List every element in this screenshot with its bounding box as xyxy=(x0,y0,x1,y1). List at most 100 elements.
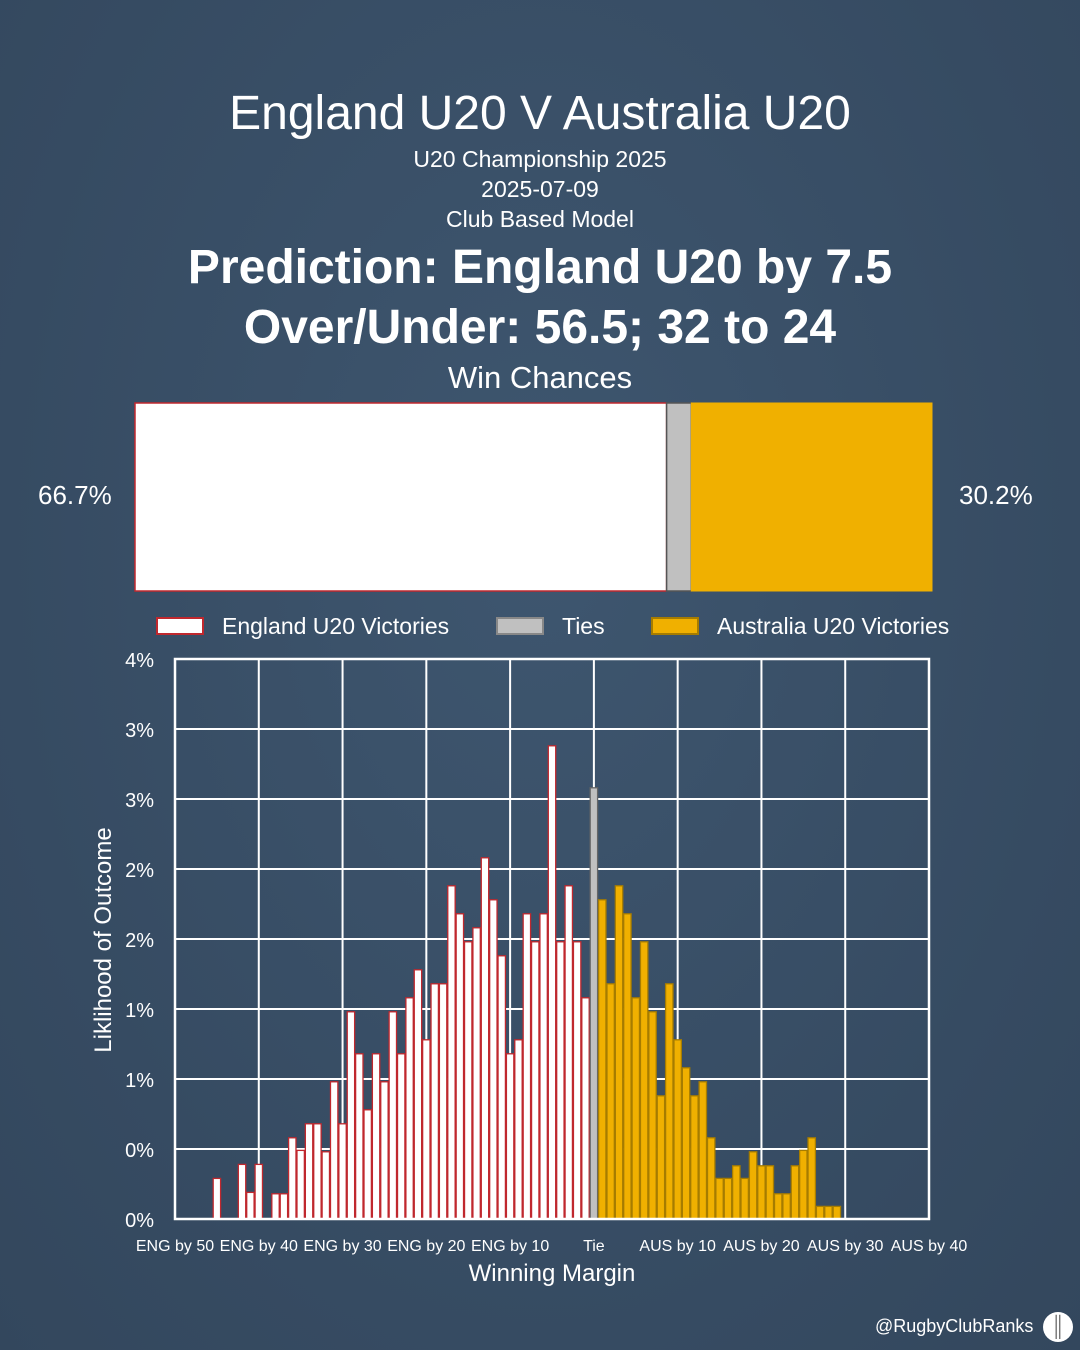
bar-australia xyxy=(773,1193,783,1220)
bar-england xyxy=(296,1149,306,1220)
x-tick-label: AUS by 10 xyxy=(639,1238,716,1255)
bar-australia xyxy=(656,1095,666,1220)
bar-england xyxy=(430,983,440,1220)
legend-label-england: England U20 Victories xyxy=(222,612,450,639)
y-axis-label: Liklihood of Outcome xyxy=(90,827,117,1052)
bar-england xyxy=(237,1163,247,1220)
bar-england xyxy=(530,941,540,1220)
bar-england xyxy=(539,913,548,1220)
bar-england xyxy=(514,1039,523,1220)
y-tick-label: 0% xyxy=(125,1210,154,1232)
bar-australia xyxy=(706,1137,716,1220)
bar-england xyxy=(581,997,590,1220)
bar-england xyxy=(338,1123,347,1220)
bar-australia xyxy=(664,983,674,1220)
bar-england xyxy=(497,955,507,1220)
bar-australia xyxy=(690,1095,699,1220)
bar-england xyxy=(254,1163,264,1220)
bar-england xyxy=(413,969,423,1220)
win-bar-england xyxy=(134,402,668,592)
margin-bars xyxy=(212,745,842,1220)
bar-england xyxy=(405,997,414,1220)
x-tick-labels: ENG by 50 ENG by 40 ENG by 30 ENG by 20 ENG … xyxy=(136,1238,967,1255)
x-tick-label: ENG by 50 xyxy=(136,1238,214,1255)
bar-tie xyxy=(589,787,599,1220)
x-tick-label: Tie xyxy=(583,1238,605,1255)
y-tick-label: 2% xyxy=(125,930,154,952)
competition-label: U20 Championship 2025 xyxy=(413,146,667,172)
prediction-text: Prediction: England U20 by 7.5 xyxy=(187,241,893,294)
rugby-posts-logo-icon: ║ xyxy=(1043,1312,1073,1342)
bar-england xyxy=(287,1137,297,1220)
x-axis-label: Winning Margin xyxy=(469,1260,636,1287)
over-under-text: Over/Under: 56.5; 32 to 24 xyxy=(243,301,837,354)
legend-swatch-australia xyxy=(651,617,699,635)
legend-swatch-england xyxy=(156,617,204,635)
x-tick-label: ENG by 10 xyxy=(471,1238,549,1255)
legend-swatch-ties xyxy=(496,617,544,635)
y-tick-label: 1% xyxy=(125,1070,154,1092)
bar-england xyxy=(313,1123,322,1220)
win-chances-bar xyxy=(134,402,933,592)
legend-label-australia: Australia U20 Victories xyxy=(717,612,950,639)
y-tick-label: 3% xyxy=(125,720,154,742)
bar-australia xyxy=(648,1011,657,1220)
x-tick-label: ENG by 20 xyxy=(387,1238,465,1255)
bar-england xyxy=(246,1191,255,1220)
bar-australia xyxy=(815,1205,825,1220)
x-tick-label: AUS by 30 xyxy=(807,1238,884,1255)
bar-england xyxy=(321,1151,331,1220)
bar-australia xyxy=(698,1081,708,1220)
bar-australia xyxy=(765,1165,775,1220)
x-tick-label: AUS by 40 xyxy=(891,1238,968,1255)
bar-england xyxy=(212,1177,222,1220)
bar-australia xyxy=(782,1193,791,1220)
bar-england xyxy=(396,1053,406,1220)
bar-england xyxy=(304,1123,314,1220)
y-tick-labels: 0% 0% 1% 1% 2% 2% 3% 3% 4% xyxy=(125,650,154,1232)
match-date: 2025-07-09 xyxy=(481,176,599,202)
legend-ties: Ties xyxy=(496,612,605,640)
bar-australia xyxy=(740,1177,750,1220)
bar-australia xyxy=(723,1177,733,1220)
legend-australia: Australia U20 Victories xyxy=(651,612,949,640)
bar-australia xyxy=(790,1165,800,1220)
bar-australia xyxy=(597,899,607,1220)
bar-australia xyxy=(748,1151,758,1220)
x-tick-label: ENG by 30 xyxy=(303,1238,381,1255)
bar-england xyxy=(279,1193,289,1220)
bar-england xyxy=(346,1011,356,1220)
bar-england xyxy=(556,941,565,1220)
credit-handle: @RugbyClubRanks xyxy=(875,1316,1034,1336)
win-bar-tie xyxy=(665,402,693,592)
bar-england xyxy=(438,983,448,1220)
bar-australia xyxy=(606,983,615,1220)
bar-australia xyxy=(631,997,641,1220)
model-label: Club Based Model xyxy=(446,206,634,232)
bar-australia xyxy=(681,1067,691,1220)
legend-england: England U20 Victories xyxy=(156,612,449,640)
bar-australia xyxy=(824,1205,833,1220)
bar-australia xyxy=(715,1177,724,1220)
bar-england xyxy=(455,913,465,1220)
bar-england xyxy=(522,913,532,1220)
bar-england xyxy=(371,1053,381,1220)
y-tick-label: 0% xyxy=(125,1140,154,1162)
england-win-pct: 66.7% xyxy=(38,480,112,510)
legend-label-ties: Ties xyxy=(562,612,605,639)
bar-england xyxy=(480,857,490,1220)
bar-england xyxy=(354,1053,364,1220)
bar-england xyxy=(271,1193,280,1220)
bar-australia xyxy=(832,1205,842,1220)
bar-australia xyxy=(639,941,649,1220)
bar-england xyxy=(463,941,473,1220)
bar-england xyxy=(572,941,582,1220)
bar-england xyxy=(505,1053,515,1220)
australia-win-pct: 30.2% xyxy=(959,480,1033,510)
plot-frame xyxy=(173,657,931,1221)
y-tick-label: 2% xyxy=(125,860,154,882)
bar-england xyxy=(363,1109,373,1220)
bar-england xyxy=(564,885,574,1220)
y-tick-label: 3% xyxy=(125,790,154,812)
